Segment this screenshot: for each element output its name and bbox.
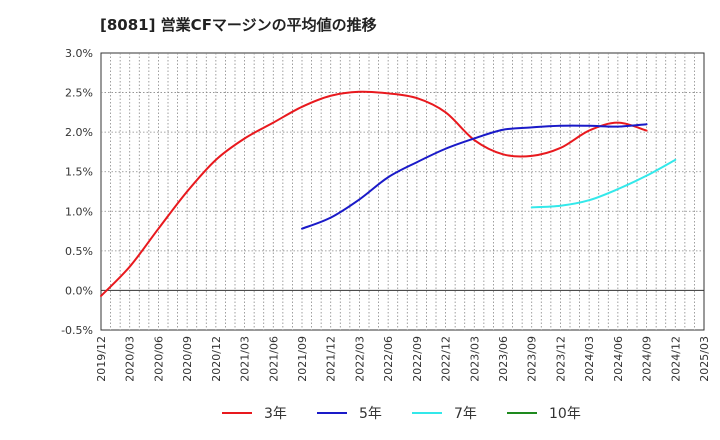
x-tick-label: 2023/03 bbox=[468, 336, 481, 382]
x-tick-label: 2024/12 bbox=[669, 336, 682, 382]
x-tick-label: 2019/12 bbox=[95, 336, 108, 382]
chart-title: [8081] 営業CFマージンの平均値の推移 bbox=[100, 16, 377, 34]
x-tick-label: 2020/06 bbox=[152, 336, 165, 382]
x-tick-label: 2021/03 bbox=[239, 336, 252, 382]
x-tick-label: 2024/06 bbox=[612, 336, 625, 382]
legend-label: 3年 bbox=[264, 406, 287, 422]
x-tick-label: 2024/09 bbox=[641, 336, 654, 382]
x-tick-label: 2021/06 bbox=[267, 336, 280, 382]
legend-label: 7年 bbox=[454, 406, 477, 422]
x-tick-label: 2022/12 bbox=[440, 336, 453, 382]
series-line-7年 bbox=[530, 158, 677, 209]
y-tick-label: 0.0% bbox=[65, 284, 93, 297]
y-tick-label: 0.5% bbox=[65, 245, 93, 258]
series-line-3年 bbox=[100, 90, 648, 297]
x-tick-label: 2023/12 bbox=[554, 336, 567, 382]
x-tick-label: 2023/09 bbox=[526, 336, 539, 382]
x-tick-label: 2023/06 bbox=[497, 336, 510, 382]
plot-area bbox=[100, 52, 705, 331]
x-tick-label: 2024/03 bbox=[583, 336, 596, 382]
series-line-5年 bbox=[301, 123, 648, 230]
y-tick-label: 2.5% bbox=[65, 87, 93, 100]
y-tick-label: -0.5% bbox=[61, 324, 93, 337]
y-tick-label: 1.5% bbox=[65, 166, 93, 179]
legend-label: 10年 bbox=[549, 406, 581, 422]
legend-label: 5年 bbox=[359, 406, 382, 422]
x-tick-label: 2022/06 bbox=[382, 336, 395, 382]
x-tick-label: 2022/03 bbox=[353, 336, 366, 382]
x-tick-label: 2022/09 bbox=[411, 336, 424, 382]
legend: 3年 5年 7年 10年 bbox=[222, 406, 581, 422]
series-lines bbox=[100, 90, 677, 297]
y-tick-label: 2.0% bbox=[65, 126, 93, 139]
y-tick-label: 1.0% bbox=[65, 205, 93, 218]
x-tick-label: 2020/09 bbox=[181, 336, 194, 382]
y-tick-label: 3.0% bbox=[65, 47, 93, 60]
x-tick-label: 2020/12 bbox=[210, 336, 223, 382]
grid bbox=[100, 52, 705, 331]
x-tick-label: 2021/12 bbox=[325, 336, 338, 382]
x-tick-label: 2020/03 bbox=[124, 336, 137, 382]
x-tick-label: 2025/03 bbox=[698, 336, 711, 382]
axes: -0.5% 0.0% 0.5% 1.0% 1.5% 2.0% 2.5% 3.0% 2019/12… bbox=[61, 47, 711, 382]
x-tick-label: 2021/09 bbox=[296, 336, 309, 382]
